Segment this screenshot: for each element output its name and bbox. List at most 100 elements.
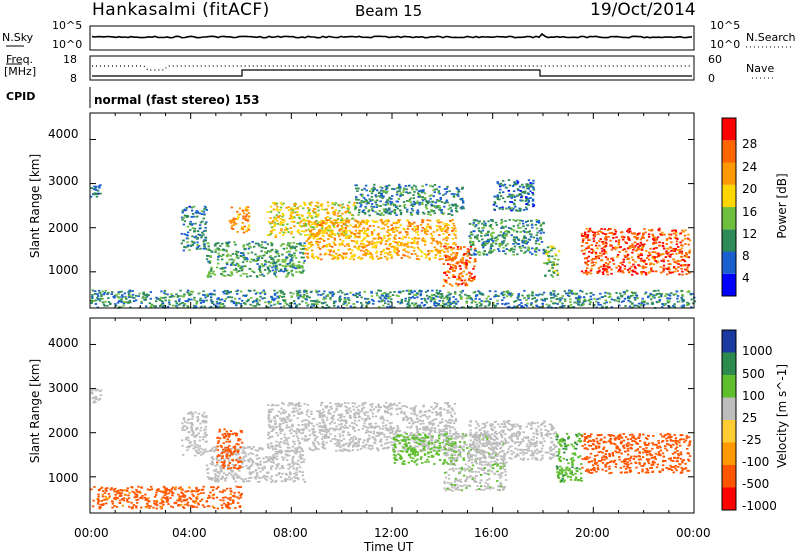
power-cell	[531, 226, 534, 229]
power-cell	[438, 207, 442, 209]
velocity-cell	[198, 445, 201, 447]
power-cell	[195, 300, 199, 303]
power-cell	[665, 243, 668, 245]
velocity-cell	[205, 464, 209, 467]
power-cell	[542, 291, 546, 294]
power-cell	[450, 249, 453, 251]
velocity-cell	[259, 476, 262, 479]
power-cell	[680, 247, 684, 250]
power-cell	[532, 179, 535, 182]
velocity-cell	[270, 475, 273, 478]
power-cell	[440, 201, 444, 203]
power-cell	[382, 248, 385, 251]
power-cell	[496, 181, 499, 183]
power-cell	[519, 231, 522, 233]
power-cell	[465, 263, 468, 266]
power-cell	[527, 249, 530, 251]
power-cell	[544, 251, 547, 254]
power-cell	[293, 247, 296, 250]
power-cell	[462, 201, 465, 204]
power-cell	[196, 230, 200, 232]
power-cell	[403, 187, 406, 190]
power-cell	[228, 258, 231, 261]
velocity-cell	[293, 476, 296, 478]
power-cell	[360, 230, 364, 233]
velocity-cell	[269, 457, 273, 460]
velocity-cell	[275, 466, 279, 468]
power-cell	[553, 294, 556, 297]
velocity-cell	[204, 440, 207, 443]
power-cell	[371, 219, 374, 222]
power-cell	[527, 246, 530, 249]
power-cell	[346, 204, 350, 207]
power-cell	[493, 201, 496, 203]
power-cell	[358, 211, 361, 214]
velocity-cell	[248, 472, 252, 475]
power-cell	[377, 232, 380, 235]
power-cell	[610, 298, 614, 301]
power-cell	[235, 256, 238, 259]
power-cell	[633, 241, 637, 244]
power-cell	[103, 304, 106, 307]
power-cell	[267, 300, 270, 303]
power-cell	[377, 300, 381, 303]
velocity-cell	[222, 450, 225, 453]
velocity-cell	[200, 453, 203, 456]
velocity-cell	[227, 450, 230, 453]
power-cell	[342, 230, 346, 232]
power-cell	[623, 292, 626, 295]
power-cell	[295, 249, 298, 252]
power-cell	[519, 199, 522, 202]
power-cell	[368, 225, 372, 227]
velocity-cell	[262, 457, 265, 460]
power-cell	[293, 225, 296, 228]
power-cell	[333, 219, 336, 221]
velocity-cell	[201, 448, 204, 451]
power-cell	[618, 268, 622, 270]
power-cell	[431, 250, 434, 253]
power-cell	[584, 236, 588, 239]
power-cell	[270, 244, 273, 247]
power-cell	[94, 290, 97, 293]
power-cell	[368, 302, 371, 304]
power-cell	[525, 208, 529, 211]
power-cell	[468, 295, 471, 297]
power-cell	[236, 210, 239, 213]
power-cell	[337, 215, 340, 217]
power-cell	[326, 212, 329, 215]
power-cell	[407, 301, 410, 303]
power-cell	[237, 263, 240, 266]
power-cell	[205, 293, 208, 296]
power-cell	[327, 224, 331, 227]
power-cell	[491, 245, 494, 247]
power-cell	[414, 302, 418, 305]
power-cell	[512, 238, 516, 241]
power-cell	[465, 259, 468, 262]
power-cell	[451, 203, 454, 206]
velocity-cell	[296, 450, 299, 453]
power-cell	[436, 295, 439, 298]
power-cell	[131, 290, 134, 292]
power-cell	[441, 228, 444, 230]
power-cell	[240, 305, 243, 307]
power-cell	[542, 299, 545, 302]
velocity-cell	[204, 431, 207, 434]
power-cell	[279, 268, 283, 271]
power-cell	[606, 229, 610, 231]
power-cell	[371, 246, 374, 249]
power-cell	[661, 244, 664, 247]
power-cell	[199, 302, 203, 304]
power-cell	[550, 246, 553, 248]
power-cell	[247, 215, 251, 218]
power-cell	[250, 251, 254, 254]
power-cell	[368, 198, 371, 201]
power-cell	[311, 244, 314, 246]
power-cell	[649, 247, 652, 250]
power-cell	[552, 263, 555, 266]
power-cell	[264, 263, 267, 266]
power-cell	[502, 191, 505, 194]
velocity-cell	[214, 473, 217, 476]
power-cell	[541, 306, 544, 309]
power-cell	[234, 243, 237, 246]
velocity-cell	[291, 459, 294, 462]
